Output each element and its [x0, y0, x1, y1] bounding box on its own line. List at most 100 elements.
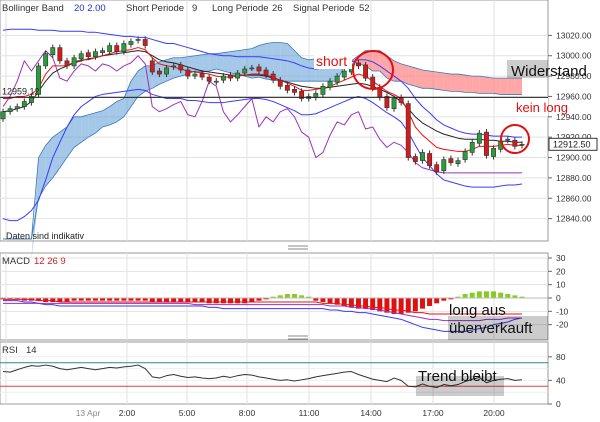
price-grid — [0, 0, 548, 241]
price-axis-label: 12920.00 — [556, 132, 592, 142]
candle-body — [412, 156, 418, 162]
cloud-segment — [401, 63, 409, 85]
candle-body — [334, 75, 340, 83]
candle-body — [21, 101, 27, 107]
macd-line — [3, 300, 523, 332]
macd-hist-bar — [185, 298, 191, 302]
time-axis-label: 13 Apr — [76, 408, 101, 418]
candle-body — [434, 164, 440, 173]
candle-body — [391, 98, 397, 109]
cloud-segment — [202, 53, 210, 73]
macd-hist-bar — [270, 296, 276, 298]
macd-hist-bar — [85, 298, 91, 301]
candle-body — [156, 70, 162, 75]
candle-body — [292, 89, 297, 93]
macd-hist-bar — [142, 298, 148, 301]
macd-hist-bar — [476, 291, 482, 298]
rsi-axis-label: 40 — [556, 375, 566, 385]
candle-body — [7, 108, 13, 113]
macd-hist-bar — [235, 298, 241, 304]
annotation-short-text: short — [316, 53, 347, 69]
macd-hist-bar — [0, 298, 6, 300]
candle-body — [36, 65, 41, 95]
bollinger-upper-line — [2, 28, 522, 138]
cloud-upper-edge — [3, 42, 522, 240]
rsi-line — [2, 364, 523, 388]
price-axis-label: 12900.00 — [556, 153, 592, 163]
legend-signal-params: 52 — [359, 3, 370, 14]
macd-hist-bar — [306, 296, 312, 298]
candle-body — [199, 72, 205, 78]
long-aus-shadow — [448, 316, 548, 340]
candle-body — [512, 139, 518, 147]
annotation-kein-long-text: kein long — [516, 100, 568, 115]
macd-hist-bar — [419, 298, 425, 309]
macd-hist-bar — [284, 294, 290, 298]
macd-hist-bar — [36, 298, 42, 301]
divider-handle-1[interactable] — [288, 245, 308, 250]
macd-hist-bar — [71, 298, 77, 301]
annotation-widerstand-text: Widerstand — [511, 63, 587, 80]
candle-body — [192, 73, 198, 77]
time-axis-label: 5:00 — [179, 408, 196, 418]
candlesticks — [0, 36, 525, 175]
candle-body — [448, 158, 454, 163]
candle-body — [263, 69, 269, 76]
macd-signal-line — [3, 302, 522, 322]
annotation-ueberverkauft-text: überverkauft — [449, 320, 533, 337]
macd-hist-bar — [363, 298, 369, 309]
macd-hist-bar — [228, 298, 233, 304]
candle-body — [256, 66, 262, 72]
macd-hist-bar — [498, 292, 504, 298]
annotation-trend-bleibt: Trend bleibt — [416, 368, 504, 396]
macd-hist-bar — [398, 298, 404, 314]
legend-bollinger-params: 20 2.00 — [74, 3, 106, 14]
price-axis-label: 12840.00 — [556, 214, 592, 224]
macd-hist-bar — [370, 298, 376, 310]
legend-signal-name: Signal Periode — [293, 3, 355, 14]
level-label: 12959.12 — [2, 86, 40, 96]
time-axis-label: 11:00 — [299, 408, 320, 418]
annotation-kein-long: kein long — [514, 98, 568, 116]
macd-axis: 30 20 10 0 -10 -20 — [548, 253, 569, 330]
macd-hist-bar — [441, 298, 447, 301]
cloud-segment — [123, 81, 131, 117]
cloud-segment — [251, 45, 259, 79]
macd-legend: MACD 12 26 9 — [2, 256, 66, 267]
candle-body — [50, 47, 56, 56]
cloud-segment — [443, 73, 451, 92]
cloud-segment — [280, 42, 288, 82]
price-legend: Bollinger Band 20 2.00 Short Periode 9 L… — [2, 3, 370, 14]
macd-hist-bar — [178, 298, 184, 302]
divider-handle-2[interactable] — [288, 335, 308, 340]
cloud-segment — [102, 106, 110, 127]
candle-body — [135, 39, 141, 41]
cloud-segment — [294, 50, 302, 82]
cloud-segment — [109, 101, 117, 125]
candle-body — [249, 67, 255, 70]
macd-axis-label: 30 — [556, 253, 566, 263]
legend-short-name: Short Periode — [126, 3, 184, 14]
macd-hist-bar — [341, 298, 347, 306]
candle-body — [441, 159, 447, 172]
macd-hist-bar — [469, 292, 475, 298]
macd-hist-bar — [14, 298, 20, 300]
cloud-segment — [273, 42, 281, 82]
macd-hist-bar — [107, 298, 113, 301]
macd-axis-label: 0 — [556, 293, 561, 303]
widerstand-shadow — [507, 60, 548, 78]
candle-body — [85, 52, 91, 58]
cloud-segment — [230, 50, 238, 75]
macd-hist-bar — [320, 298, 326, 302]
cloud-segment — [415, 67, 423, 89]
candle-body — [142, 39, 148, 46]
candle-body — [491, 148, 496, 157]
candle-body — [164, 67, 169, 75]
candle-body — [462, 151, 468, 160]
cloud-segment — [88, 112, 96, 138]
macd-axis-label: 10 — [556, 280, 566, 290]
macd-hist-bar — [384, 298, 390, 313]
cloud-segment — [429, 71, 437, 90]
macd-hist-bar — [156, 298, 162, 302]
macd-red-line — [3, 298, 522, 315]
